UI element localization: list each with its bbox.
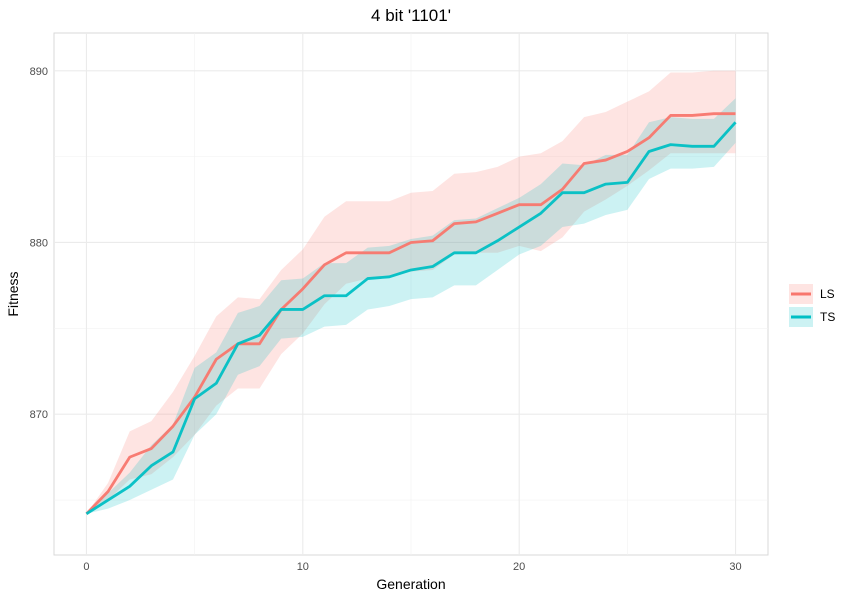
y-tick-label: 880 (30, 237, 48, 249)
x-tick-label: 0 (83, 561, 89, 573)
x-axis-ticks: 0 10 20 30 (83, 561, 741, 573)
legend-item-ts: TS (789, 307, 835, 327)
grid-minor (54, 33, 768, 555)
series-line-ts (85, 121, 737, 515)
legend-item-ls: LS (789, 284, 835, 304)
x-axis-title: Generation (376, 576, 445, 592)
series-lines (85, 112, 737, 515)
chart-title: 4 bit '1101' (371, 6, 451, 25)
ribbon-ts (86, 98, 736, 514)
ribbon-ls (86, 70, 736, 514)
x-tick-label: 10 (297, 561, 309, 573)
legend-label-ls: LS (820, 287, 835, 301)
y-tick-label: 870 (30, 409, 48, 421)
y-axis-title: Fitness (5, 271, 21, 316)
y-axis-ticks: 870 880 890 (30, 66, 48, 421)
grid-major (54, 33, 768, 555)
confidence-ribbons (86, 70, 736, 514)
x-tick-label: 20 (513, 561, 525, 573)
legend-label-ts: TS (820, 310, 835, 324)
x-tick-label: 30 (729, 561, 741, 573)
y-tick-label: 890 (30, 66, 48, 78)
legend: LS TS (789, 284, 835, 327)
